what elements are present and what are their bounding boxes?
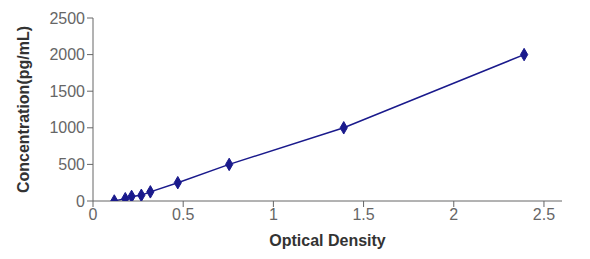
svg-text:500: 500 [58, 156, 85, 173]
svg-text:2.5: 2.5 [533, 206, 555, 223]
svg-text:1000: 1000 [49, 119, 85, 136]
svg-text:0: 0 [76, 193, 85, 210]
svg-text:Concentration(pg/mL): Concentration(pg/mL) [15, 26, 32, 193]
svg-text:0: 0 [89, 206, 98, 223]
svg-text:2000: 2000 [49, 46, 85, 63]
svg-text:1500: 1500 [49, 83, 85, 100]
svg-text:1.5: 1.5 [352, 206, 374, 223]
svg-text:2: 2 [449, 206, 458, 223]
svg-text:2500: 2500 [49, 10, 85, 27]
svg-text:Optical Density: Optical Density [269, 232, 386, 249]
svg-text:0.5: 0.5 [172, 206, 194, 223]
svg-text:1: 1 [269, 206, 278, 223]
